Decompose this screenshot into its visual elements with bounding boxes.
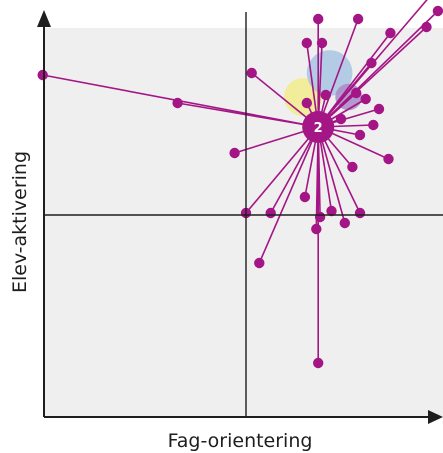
data-point <box>313 357 324 369</box>
data-point <box>229 147 240 159</box>
spoke-line <box>258 126 319 264</box>
data-point <box>366 57 377 69</box>
data-point <box>352 13 364 25</box>
plot-background <box>44 28 443 417</box>
data-point <box>326 205 337 217</box>
data-point <box>299 191 311 203</box>
data-point <box>347 161 358 173</box>
data-point <box>368 119 379 131</box>
data-point <box>316 37 328 49</box>
data-point <box>339 217 350 229</box>
spoke-line <box>317 18 359 128</box>
data-point <box>254 257 265 269</box>
center-cluster-marker <box>302 111 335 143</box>
y-axis-arrowhead <box>37 10 51 27</box>
data-point <box>383 153 394 165</box>
data-point <box>301 37 312 49</box>
data-point <box>360 93 371 105</box>
data-point <box>37 69 48 81</box>
data-point <box>354 129 366 141</box>
center-cluster: 2 <box>302 111 335 143</box>
data-point <box>320 89 331 101</box>
spoke-line <box>245 126 319 214</box>
x-axis-arrowhead <box>428 410 443 424</box>
data-point <box>313 13 324 25</box>
data-point <box>354 207 366 219</box>
data-point <box>421 21 432 33</box>
data-point <box>432 5 443 17</box>
y-axis-title: Elev-aktivering <box>9 151 31 293</box>
spoke-line <box>317 26 428 128</box>
x-axis-title: Fag-orientering <box>168 430 313 452</box>
spoke-line <box>269 126 319 214</box>
spoke-line <box>317 0 428 128</box>
data-point <box>311 223 322 235</box>
data-point <box>265 207 276 219</box>
center-cluster-label: 2 <box>314 121 323 136</box>
data-point <box>314 211 326 223</box>
data-point <box>335 113 347 125</box>
spoke-line <box>317 32 392 128</box>
data-point <box>373 103 385 115</box>
data-point <box>246 67 257 79</box>
data-point <box>172 97 183 109</box>
data-point <box>351 87 362 99</box>
data-point <box>385 27 396 39</box>
spoke-line <box>317 126 346 224</box>
data-point <box>301 97 312 109</box>
spoke-line <box>177 102 319 128</box>
